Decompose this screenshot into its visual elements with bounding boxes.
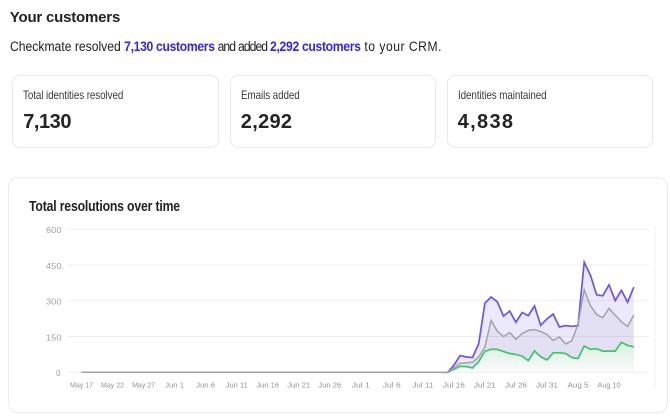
- svg-text:Jun 26: Jun 26: [318, 381, 341, 390]
- svg-text:0: 0: [56, 369, 61, 378]
- svg-text:Jul 1: Jul 1: [352, 381, 370, 390]
- svg-text:Jun 11: Jun 11: [226, 381, 248, 390]
- svg-text:Jul 16: Jul 16: [443, 381, 465, 390]
- svg-text:150: 150: [46, 333, 62, 342]
- svg-text:Jun 1: Jun 1: [165, 381, 184, 390]
- svg-text:May 17: May 17: [70, 381, 93, 390]
- svg-text:Jun 6: Jun 6: [196, 381, 215, 390]
- svg-text:Jun 21: Jun 21: [287, 381, 310, 390]
- svg-text:Jul 11: Jul 11: [412, 381, 433, 390]
- svg-text:300: 300: [46, 298, 62, 307]
- svg-text:450: 450: [46, 262, 62, 271]
- svg-text:Jul 26: Jul 26: [505, 381, 527, 390]
- svg-text:May 27: May 27: [132, 381, 155, 390]
- svg-text:Jul 21: Jul 21: [474, 381, 496, 390]
- svg-text:Aug 5: Aug 5: [568, 381, 589, 390]
- svg-text:Jun 16: Jun 16: [256, 381, 279, 390]
- svg-text:600: 600: [46, 226, 62, 235]
- svg-text:Jul 6: Jul 6: [383, 381, 401, 390]
- svg-text:Jul 31: Jul 31: [536, 381, 558, 390]
- svg-text:May 22: May 22: [101, 381, 124, 390]
- svg-text:Aug 10: Aug 10: [598, 381, 621, 390]
